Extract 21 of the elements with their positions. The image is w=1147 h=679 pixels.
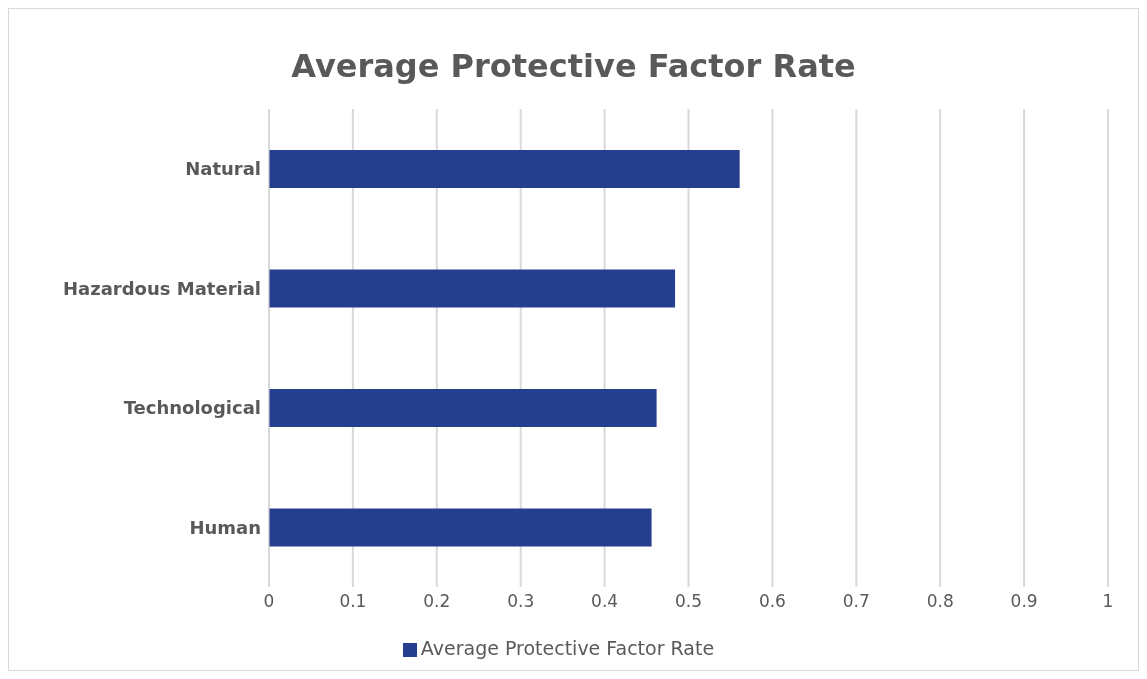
bar — [269, 389, 657, 427]
x-tick-label: 0.4 — [591, 591, 619, 612]
legend-label: Average Protective Factor Rate — [420, 637, 715, 659]
x-tick-label: 0.5 — [674, 591, 703, 612]
x-tick-label: 0.1 — [339, 591, 367, 612]
bar — [269, 150, 740, 188]
y-tick-label: Technological — [123, 397, 261, 419]
bar — [269, 508, 652, 547]
y-tick-label: Natural — [185, 158, 261, 180]
y-tick-label: Human — [189, 516, 261, 538]
x-tick-label: 0.6 — [758, 591, 786, 612]
bar — [269, 269, 676, 308]
chart-title: Average Protective Factor Rate — [290, 46, 857, 87]
x-tick-label: 0.8 — [926, 591, 954, 612]
x-tick-label: 0.7 — [842, 591, 870, 612]
x-tick-label: 0.9 — [1010, 591, 1038, 612]
y-tick-label: Hazardous Material — [63, 277, 261, 299]
x-tick-label: 0.2 — [423, 591, 451, 612]
x-tick-label: 0.3 — [507, 591, 535, 612]
x-tick-label: 1 — [1102, 591, 1114, 612]
x-tick-label: 0 — [263, 591, 275, 612]
